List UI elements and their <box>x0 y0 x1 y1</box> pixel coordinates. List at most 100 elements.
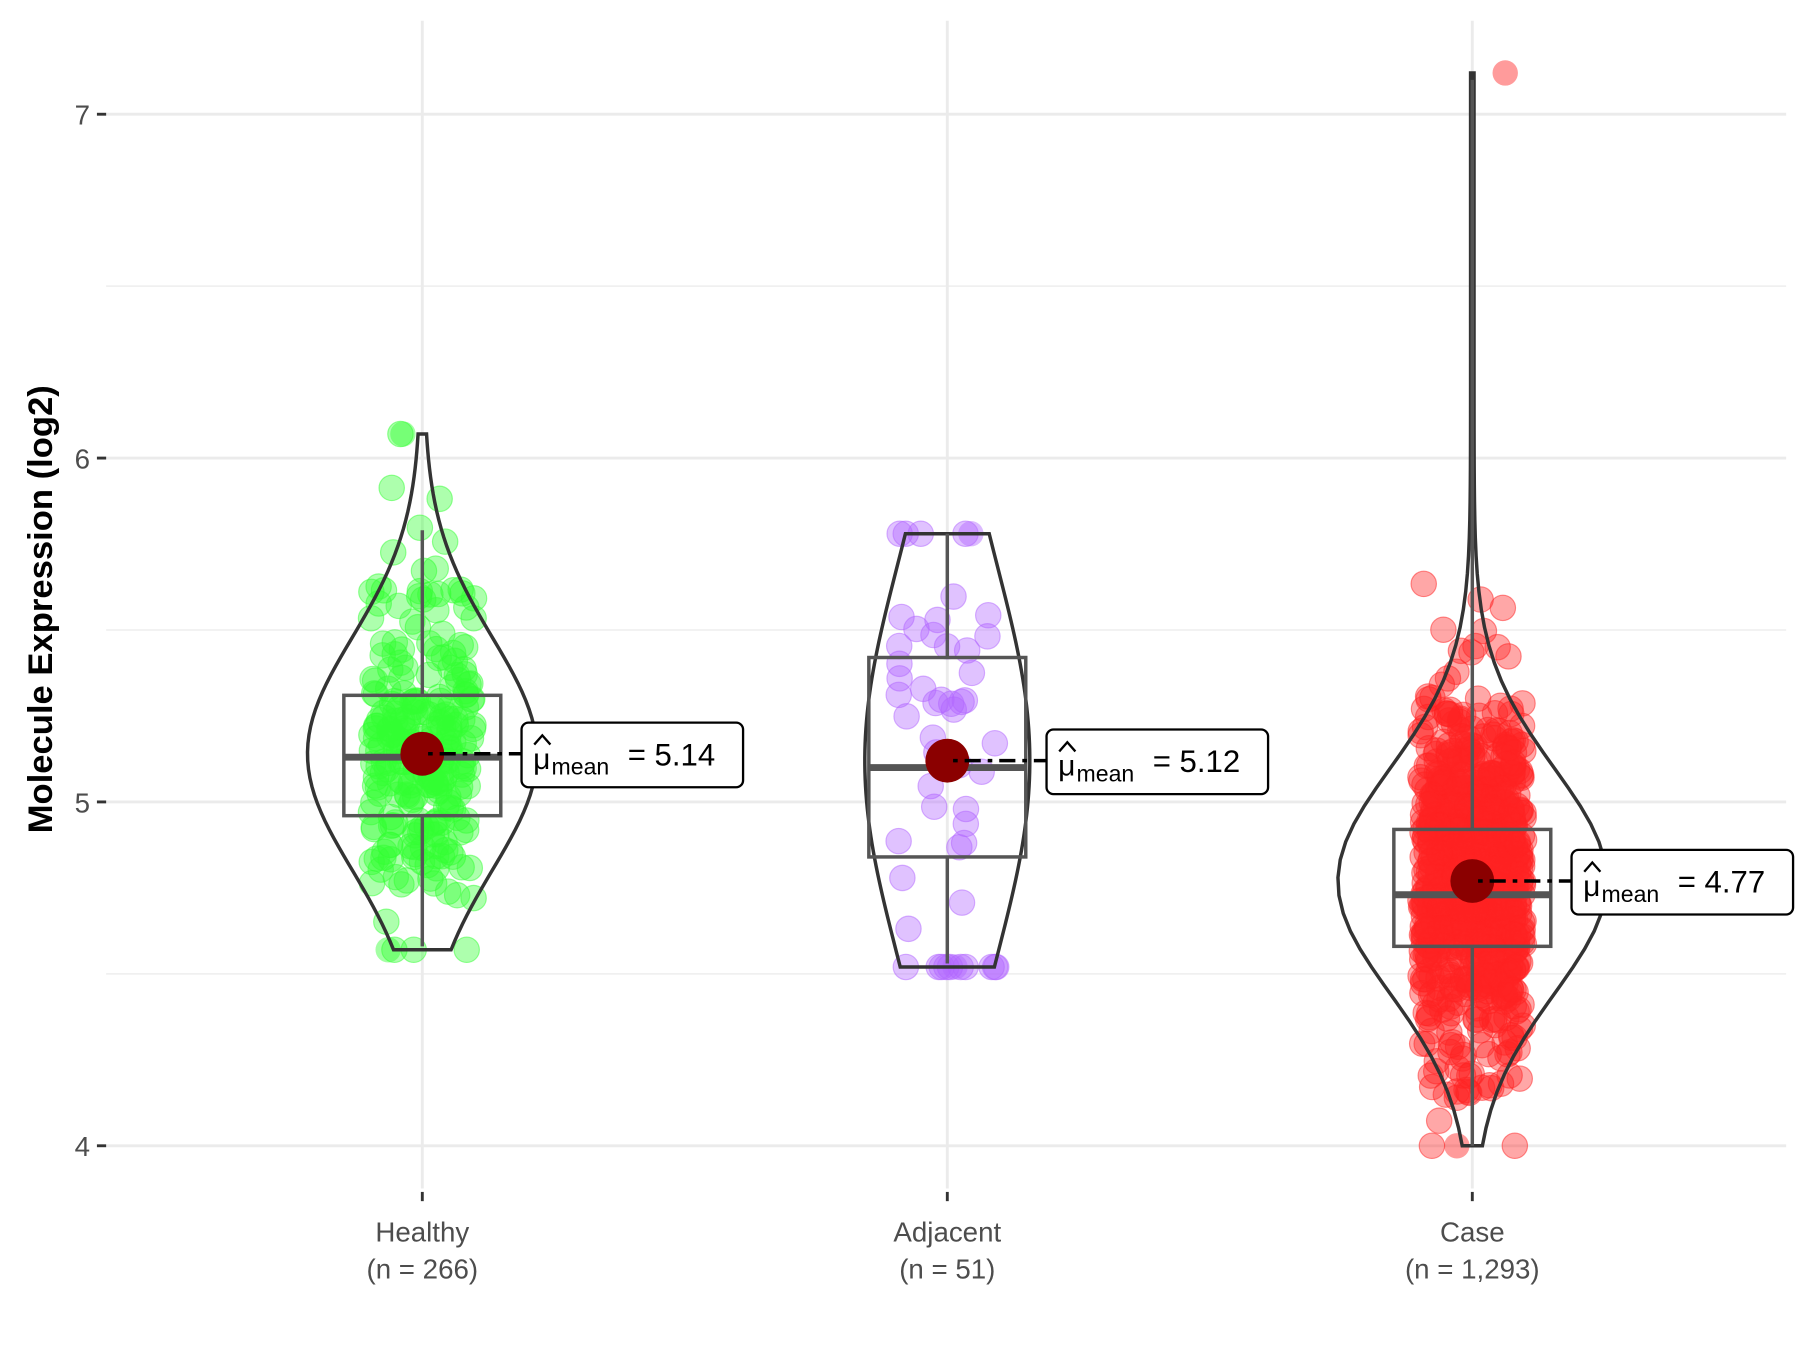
data-point <box>1495 643 1522 670</box>
y-tick-label: 6 <box>75 443 90 474</box>
data-point <box>1483 961 1510 988</box>
data-point <box>435 705 462 733</box>
hat-icon <box>1583 860 1602 873</box>
data-point <box>1489 594 1517 622</box>
data-point <box>885 632 913 660</box>
data-point <box>1493 750 1520 778</box>
mean-subscript: mean <box>1602 881 1660 907</box>
data-point <box>439 639 467 667</box>
x-tick-sample-size: (n = 1,293) <box>1405 1253 1540 1284</box>
data-point <box>1425 1107 1453 1134</box>
data-point <box>889 864 916 892</box>
data-point <box>1500 976 1527 1003</box>
data-point <box>434 878 462 905</box>
data-point <box>1446 770 1473 798</box>
data-point <box>422 842 450 870</box>
data-point <box>362 715 390 742</box>
data-point <box>1444 1054 1471 1082</box>
data-point <box>952 795 980 823</box>
data-point <box>382 700 409 727</box>
data-point <box>1444 989 1472 1017</box>
data-point <box>1444 1133 1470 1159</box>
data-point <box>886 665 913 692</box>
data-point <box>1433 700 1461 727</box>
data-point <box>903 615 930 643</box>
data-point <box>1504 831 1532 858</box>
data-point <box>367 856 394 883</box>
data-point <box>366 780 393 807</box>
data-point <box>456 854 484 882</box>
data-point <box>1500 749 1527 777</box>
data-point <box>459 715 487 743</box>
y-tick-label: 5 <box>75 787 90 818</box>
mean-point <box>925 738 970 783</box>
data-point <box>443 661 471 689</box>
data-point <box>1501 1132 1529 1160</box>
data-point <box>1417 828 1445 856</box>
data-point <box>382 863 410 891</box>
x-tick-label: Healthy <box>375 1217 469 1248</box>
data-point <box>377 846 404 873</box>
data-point <box>981 730 1009 757</box>
data-point <box>1435 732 1463 759</box>
data-point <box>447 819 474 846</box>
data-point <box>1450 905 1477 932</box>
data-point <box>920 793 948 821</box>
data-point <box>885 827 912 855</box>
data-point <box>1489 893 1517 921</box>
data-point <box>1437 1038 1464 1066</box>
data-point <box>399 608 426 635</box>
x-tick-label: Adjacent <box>893 1217 1001 1248</box>
data-point <box>1464 685 1492 712</box>
mean-subscript: mean <box>552 754 610 780</box>
data-point <box>397 790 425 818</box>
mean-symbol: μ <box>533 743 550 776</box>
data-point <box>974 601 1002 629</box>
y-axis-label: Molecule Expression (log2) <box>22 385 60 833</box>
data-point <box>1497 851 1525 879</box>
data-point <box>1494 780 1522 808</box>
data-point <box>426 485 453 513</box>
data-point <box>423 597 450 624</box>
mean-value: = 5.12 <box>1153 744 1240 779</box>
data-point <box>1409 801 1437 829</box>
mean-annotation-box <box>520 721 745 789</box>
mean-symbol: μ <box>1058 750 1075 783</box>
mean-point <box>1450 859 1495 903</box>
data-point <box>1440 833 1468 860</box>
data-point <box>974 623 1001 650</box>
box <box>1392 827 1553 949</box>
data-point <box>895 915 922 943</box>
data-point <box>418 821 446 848</box>
mean-value: = 4.77 <box>1678 865 1765 900</box>
data-point <box>1492 60 1518 86</box>
data-point <box>1410 570 1438 598</box>
data-point <box>1427 915 1454 942</box>
violin-outline <box>1336 71 1609 1148</box>
data-point <box>388 871 415 898</box>
data-point <box>361 667 389 694</box>
data-point <box>1503 935 1530 963</box>
data-point <box>946 834 973 861</box>
y-tick-label: 7 <box>75 100 90 131</box>
data-point <box>1474 716 1502 744</box>
data-point <box>448 854 475 881</box>
data-point <box>1456 974 1483 1001</box>
x-axis: Healthy (n = 266) Adjacent (n = 51) Case (n =… <box>367 1191 1540 1284</box>
data-point <box>1449 1062 1477 1089</box>
data-point <box>1425 839 1453 867</box>
data-point <box>909 675 937 703</box>
x-tick-sample-size: (n = 51) <box>899 1253 995 1284</box>
data-point <box>445 780 473 808</box>
hat-icon <box>1058 740 1077 753</box>
data-point <box>1503 998 1530 1025</box>
data-point <box>376 831 404 859</box>
x-tick-label: Case <box>1440 1217 1505 1248</box>
mean-subscript: mean <box>1077 760 1135 786</box>
hat-icon <box>533 733 552 746</box>
mean-symbol: μ <box>1583 870 1600 903</box>
data-point <box>425 644 453 672</box>
data-point <box>453 936 480 964</box>
data-point <box>940 583 967 610</box>
